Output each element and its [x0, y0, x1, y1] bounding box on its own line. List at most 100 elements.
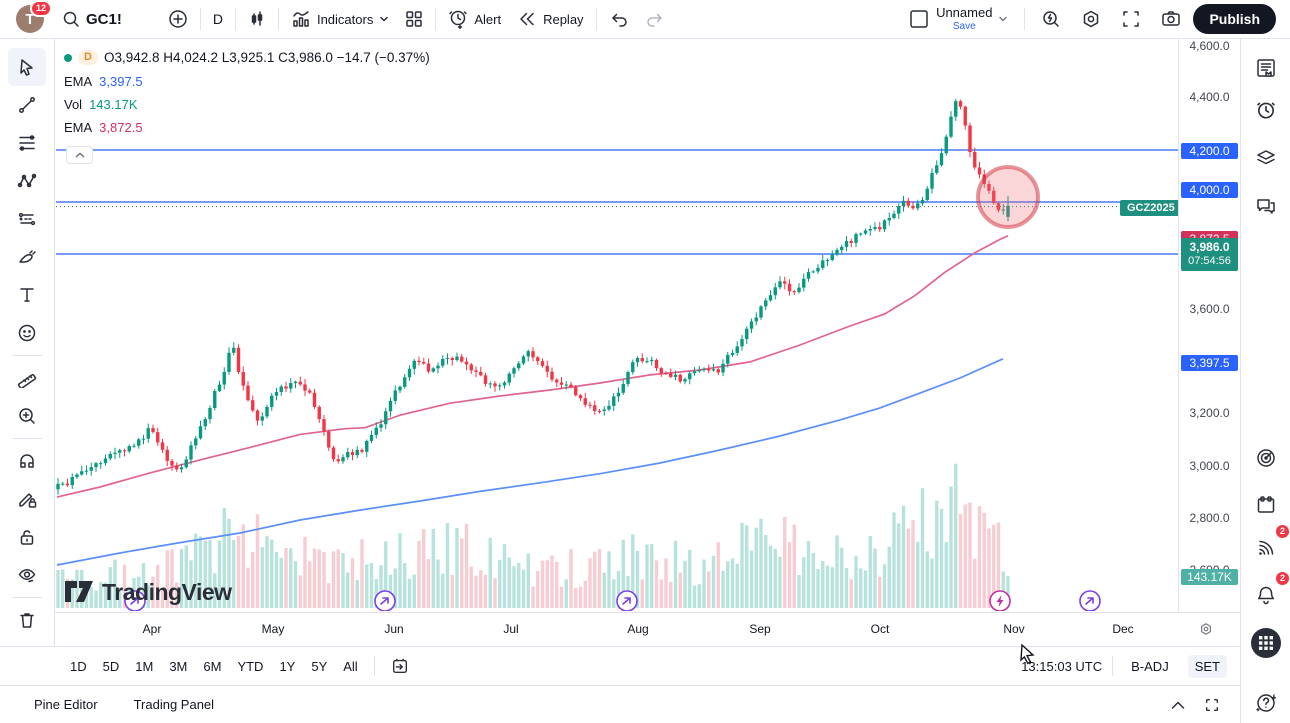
tool-text[interactable]	[8, 276, 46, 314]
timeframe-badge: D	[78, 50, 98, 65]
sidebar-screener[interactable]	[1247, 439, 1285, 477]
tradingview-watermark: TradingView	[64, 579, 232, 606]
tool-cursor[interactable]	[8, 48, 46, 86]
tab-pine-editor[interactable]: Pine Editor	[34, 697, 98, 712]
ruler-icon	[17, 373, 37, 388]
quick-search-icon	[1043, 11, 1060, 27]
layout-name[interactable]: Unnamed Save	[936, 6, 992, 32]
sidebar-apps-menu[interactable]	[1247, 624, 1285, 662]
axis-settings-button[interactable]	[1198, 621, 1214, 637]
chart-type-button[interactable]	[240, 3, 274, 35]
bottom-toolbar: 1D 5D 1M 3M 6M YTD 1Y 5Y All 13:15:03 UTC B-ADJ …	[0, 646, 1240, 685]
compare-add-symbol-button[interactable]	[160, 3, 196, 35]
timeframe-label: D	[212, 11, 223, 27]
sidebar-object-tree[interactable]	[1247, 139, 1285, 177]
range-button-ytd[interactable]: YTD	[237, 658, 264, 674]
month-label: Nov	[1003, 622, 1025, 636]
session-button[interactable]: SET	[1187, 654, 1227, 678]
legend-collapse-button[interactable]	[66, 146, 93, 164]
maximize-panel-icon[interactable]	[1204, 697, 1220, 713]
emoji-icon	[18, 324, 36, 342]
chat-icon	[1257, 199, 1275, 214]
tool-lock-all[interactable]	[8, 518, 46, 556]
range-button-all[interactable]: All	[343, 658, 358, 674]
lock-icon	[20, 530, 34, 545]
bell-icon	[1257, 586, 1275, 605]
publish-button[interactable]: Publish	[1193, 4, 1276, 34]
tool-hide-all[interactable]	[8, 556, 46, 594]
month-label: Aug	[627, 622, 649, 636]
range-button-5d[interactable]: 5D	[102, 658, 120, 674]
tool-fib-retracement[interactable]	[8, 124, 46, 162]
price-axis[interactable]: 4,600.0 4,400.0 3,600.0 3,200.0 3,000.0 2,800…	[1178, 39, 1240, 612]
indicator-value: 143.17K	[89, 97, 138, 112]
price-chart[interactable]	[56, 39, 1178, 612]
tool-pattern-xabcd[interactable]	[8, 162, 46, 200]
projection-icon	[18, 212, 36, 226]
tool-magnet[interactable]	[8, 442, 46, 480]
magnet-icon	[20, 454, 34, 468]
price-label-badge: 143.17K	[1181, 569, 1238, 585]
quick-search-button[interactable]	[1033, 3, 1069, 35]
snapshot-button[interactable]	[1153, 3, 1189, 35]
alert-button[interactable]: Alert	[440, 3, 509, 35]
fullscreen-icon	[1123, 11, 1140, 27]
go-to-date-button[interactable]	[384, 653, 416, 679]
fullscreen-button[interactable]	[1113, 3, 1149, 35]
layers-icon	[1257, 150, 1275, 165]
expand-panel-icon[interactable]	[1170, 699, 1186, 711]
tool-drawing-mode[interactable]	[8, 480, 46, 518]
apps-grid-icon	[1251, 628, 1281, 658]
sidebar-chat[interactable]	[1247, 187, 1285, 225]
save-link[interactable]: Save	[952, 20, 976, 32]
layout-grid-button[interactable]	[397, 3, 431, 35]
undo-button[interactable]	[601, 3, 637, 35]
sidebar-watchlist[interactable]	[1247, 49, 1285, 87]
tool-brush[interactable]	[8, 238, 46, 276]
sidebar-alerts[interactable]	[1247, 91, 1285, 129]
alert-label: Alert	[474, 11, 502, 27]
adjustment-button[interactable]: B-ADJ	[1131, 658, 1169, 674]
legend-ema-fast-row[interactable]: EMA 3,397.5	[64, 75, 430, 88]
sidebar-calendar[interactable]	[1247, 486, 1285, 524]
time-axis[interactable]: Apr May Jun Jul Aug Sep Oct Nov Dec	[55, 612, 1240, 646]
indicator-label: EMA	[64, 74, 93, 89]
fib-retracement-icon	[19, 135, 35, 151]
tool-ruler[interactable]	[8, 359, 46, 397]
symbol-search-button[interactable]: GC1!	[54, 3, 130, 35]
timeframe-button[interactable]: D	[205, 3, 231, 35]
legend-ohlc-row[interactable]: D O3,942.8 H4,024.2 L3,925.1 C3,986.0 −1…	[64, 50, 430, 65]
redo-button[interactable]	[637, 3, 673, 35]
clock[interactable]: 13:15:03 UTC	[1021, 658, 1103, 674]
legend-volume-row[interactable]: Vol 143.17K	[64, 98, 430, 111]
divider	[12, 355, 42, 356]
legend-ema-slow-row[interactable]: EMA 3,872.5	[64, 121, 430, 134]
tool-zoom-in[interactable]	[8, 397, 46, 435]
layout-square-icon	[910, 10, 928, 28]
divider	[12, 597, 42, 598]
chart-settings-button[interactable]	[1073, 3, 1109, 35]
user-avatar[interactable]: T 12	[16, 0, 52, 33]
save-layout-button[interactable]: Unnamed Save	[900, 3, 1016, 35]
range-button-6m[interactable]: 6M	[203, 658, 222, 674]
tool-trend-line[interactable]	[8, 86, 46, 124]
sidebar-notifications[interactable]: 2	[1247, 572, 1289, 614]
indicators-button[interactable]: Indicators	[283, 3, 397, 35]
month-label: Sep	[749, 622, 771, 636]
tool-emoji[interactable]	[8, 314, 46, 352]
tab-trading-panel[interactable]: Trading Panel	[133, 697, 215, 712]
range-button-5y[interactable]: 5Y	[311, 658, 328, 674]
range-button-3m[interactable]: 3M	[169, 658, 188, 674]
range-button-1y[interactable]: 1Y	[279, 658, 296, 674]
right-sidebar: 2 2	[1240, 39, 1290, 723]
sidebar-streams[interactable]: 2	[1247, 525, 1289, 567]
watermark-brand: TradingView	[102, 579, 232, 605]
replay-button[interactable]: Replay	[509, 3, 591, 35]
sidebar-help[interactable]	[1247, 684, 1285, 722]
tool-projection[interactable]	[8, 200, 46, 238]
range-button-1d[interactable]: 1D	[70, 658, 87, 674]
chart-canvas[interactable]: D O3,942.8 H4,024.2 L3,925.1 C3,986.0 −1…	[56, 39, 1182, 612]
range-button-1m[interactable]: 1M	[135, 658, 154, 674]
tool-remove-all[interactable]	[8, 601, 46, 639]
indicator-value: 3,872.5	[99, 120, 143, 135]
